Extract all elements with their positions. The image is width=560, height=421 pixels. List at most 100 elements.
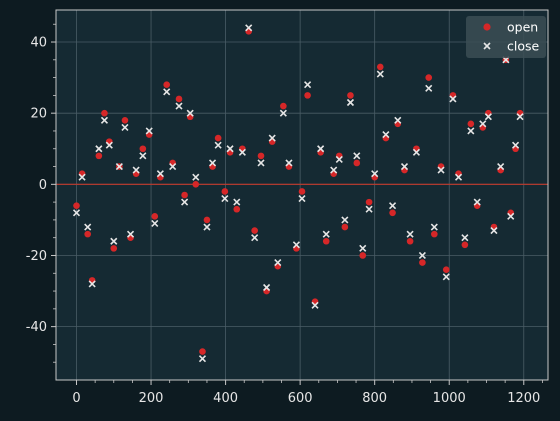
close-point bbox=[238, 148, 246, 156]
open-point bbox=[73, 202, 80, 209]
marker-stroke bbox=[479, 120, 487, 128]
open-point bbox=[192, 181, 200, 188]
marker-stroke bbox=[88, 280, 96, 288]
series-layer bbox=[72, 24, 524, 363]
marker-stroke bbox=[304, 81, 312, 89]
open-point bbox=[221, 188, 229, 195]
marker-stroke bbox=[365, 205, 373, 213]
close-point bbox=[442, 273, 450, 281]
close-point bbox=[115, 162, 123, 171]
close-point bbox=[311, 301, 319, 309]
marker-stroke bbox=[335, 155, 343, 163]
close-point bbox=[341, 216, 349, 224]
close-point bbox=[382, 130, 390, 139]
marker-stroke bbox=[95, 145, 103, 153]
open-point bbox=[376, 63, 384, 71]
marker-stroke bbox=[121, 123, 129, 131]
open-point bbox=[110, 245, 118, 252]
open-point bbox=[467, 120, 475, 128]
marker-stroke bbox=[132, 166, 140, 174]
close-point bbox=[406, 230, 414, 238]
marker-stroke bbox=[497, 162, 505, 171]
close-point bbox=[412, 148, 420, 156]
legend-close-label: close bbox=[507, 39, 540, 54]
open-point bbox=[199, 348, 206, 355]
close-point bbox=[400, 162, 409, 171]
close-point bbox=[181, 198, 189, 206]
close-point bbox=[394, 116, 402, 124]
close-point bbox=[208, 159, 217, 167]
close-point bbox=[198, 355, 207, 363]
marker-stroke bbox=[274, 259, 282, 267]
marker-stroke bbox=[516, 113, 524, 121]
marker-stroke bbox=[406, 230, 414, 238]
marker-stroke bbox=[257, 159, 265, 167]
close-point bbox=[371, 170, 379, 178]
close-point bbox=[186, 109, 194, 117]
marker-stroke bbox=[263, 283, 271, 292]
open-point bbox=[175, 95, 183, 103]
close-point bbox=[454, 173, 463, 181]
close-point bbox=[95, 145, 103, 153]
marker-stroke bbox=[346, 98, 355, 107]
close-point bbox=[359, 244, 367, 252]
marker-stroke bbox=[268, 134, 276, 142]
marker-stroke bbox=[359, 244, 367, 252]
close-point bbox=[484, 113, 492, 121]
marker-stroke bbox=[461, 234, 469, 242]
marker-stroke bbox=[454, 173, 463, 181]
marker-stroke bbox=[175, 102, 183, 110]
close-point bbox=[507, 212, 515, 220]
open-point bbox=[461, 241, 469, 249]
close-point bbox=[268, 134, 276, 142]
marker-stroke bbox=[233, 198, 241, 206]
open-point bbox=[84, 230, 91, 238]
close-point bbox=[425, 84, 433, 92]
marker-stroke bbox=[214, 141, 222, 149]
close-point bbox=[126, 230, 135, 238]
close-point bbox=[292, 241, 300, 249]
marker-stroke bbox=[507, 212, 515, 220]
y-tick-label: 20 bbox=[30, 107, 47, 122]
marker-stroke bbox=[292, 241, 300, 249]
close-point bbox=[214, 141, 222, 149]
marker-stroke bbox=[376, 70, 384, 78]
close-point bbox=[512, 141, 520, 149]
close-point bbox=[263, 283, 271, 292]
marker-stroke bbox=[467, 127, 475, 135]
close-point bbox=[279, 109, 287, 117]
marker-stroke bbox=[245, 24, 253, 32]
close-point bbox=[365, 205, 373, 213]
x-tick-label: 1000 bbox=[433, 391, 466, 406]
legend: open close bbox=[466, 16, 546, 58]
close-point bbox=[145, 127, 153, 135]
open-point bbox=[341, 223, 349, 231]
x-tick-label: 200 bbox=[139, 391, 164, 406]
close-point bbox=[376, 70, 384, 78]
marker-stroke bbox=[430, 223, 438, 231]
close-point bbox=[330, 166, 338, 174]
close-point bbox=[221, 194, 229, 203]
axis-ticks: 0 200 400 600 800 1000 1200 -40 -20 0 20 40 bbox=[26, 23, 543, 406]
marker-stroke bbox=[126, 230, 135, 238]
marker-stroke bbox=[208, 159, 217, 167]
close-point bbox=[473, 198, 481, 206]
marker-stroke bbox=[394, 116, 402, 124]
marker-stroke bbox=[484, 113, 492, 121]
open-point bbox=[214, 134, 222, 142]
marker-stroke bbox=[163, 88, 171, 96]
close-point bbox=[322, 230, 330, 238]
marker-stroke bbox=[145, 127, 153, 135]
open-point bbox=[101, 109, 108, 117]
marker-stroke bbox=[317, 145, 325, 153]
marker-stroke bbox=[330, 166, 338, 174]
close-point bbox=[121, 123, 129, 131]
open-point bbox=[151, 213, 159, 220]
marker-stroke bbox=[437, 166, 445, 174]
close-point bbox=[192, 173, 200, 181]
marker-stroke bbox=[322, 230, 330, 238]
close-point bbox=[353, 152, 361, 160]
open-point bbox=[347, 92, 354, 99]
open-point bbox=[257, 152, 265, 160]
